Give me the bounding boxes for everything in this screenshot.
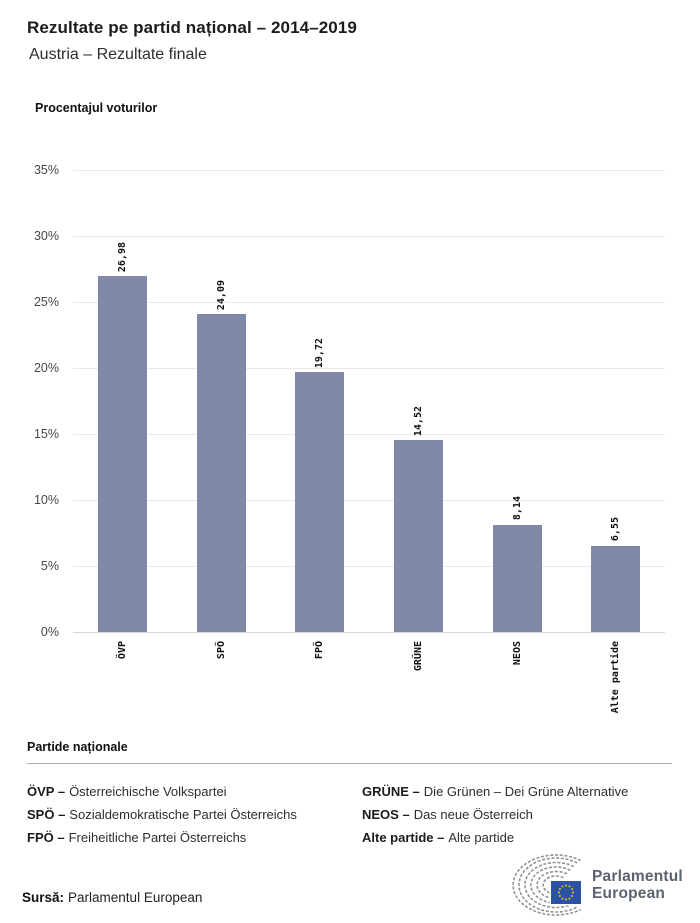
bar-value-label: 26,98: [116, 241, 128, 272]
page-title: Rezultate pe partid național – 2014–2019: [27, 18, 357, 37]
gridline: [73, 169, 665, 171]
bar-value-label: 6,55: [610, 517, 622, 542]
gridline: [73, 367, 665, 369]
party-name: Österreichische Volkspartei: [69, 784, 227, 799]
y-axis-tick-label: 35%: [33, 163, 59, 177]
ep-logo: Parlamentul European: [504, 851, 684, 917]
bar: [196, 314, 246, 632]
x-axis-label: FPÖ: [314, 641, 326, 660]
x-axis-label: GRÜNE: [412, 641, 424, 672]
party-abbr: SPÖ –: [27, 807, 66, 822]
bar: [295, 371, 345, 632]
party-abbr: GRÜNE –: [362, 784, 420, 799]
y-axis-tick-label: 25%: [33, 295, 59, 309]
x-axis-label: Alte partide: [610, 641, 622, 714]
party-name: Das neue Österreich: [413, 807, 533, 822]
bar-value-label: 14,52: [412, 406, 424, 437]
gridline: [73, 301, 665, 303]
legend-item: ÖVP – Österreichische Volkspartei: [27, 784, 362, 807]
y-axis-tick-label: 10%: [33, 493, 59, 507]
x-axis-label: NEOS: [511, 641, 523, 666]
party-abbr: ÖVP –: [27, 784, 66, 799]
party-legend: ÖVP – Österreichische Volkspartei SPÖ – So…: [27, 784, 672, 853]
bar: [492, 524, 542, 632]
bar-value-label: 24,09: [215, 279, 227, 311]
legend-item: Alte partide – Alte partide: [362, 830, 672, 853]
legend-item: SPÖ – Sozialdemokratische Partei Österrei…: [27, 807, 362, 830]
eu-flag-icon: [551, 881, 581, 904]
y-axis-tick-label: 5%: [40, 559, 59, 573]
logo-line-2: European: [592, 885, 666, 902]
party-name: Alte partide: [448, 830, 515, 845]
legend-item: FPÖ – Freiheitliche Partei Österreichs: [27, 830, 362, 853]
bar-chart: 0% 5% 10% 15% 20% 25% 30% 35% 26,98 ÖVP 24,09 SPÖ 19…: [34, 163, 665, 713]
bar: [393, 440, 443, 632]
gridline: [73, 433, 665, 435]
logo-line-1: Parlamentul: [592, 868, 683, 885]
eu-flag-stars: [558, 884, 574, 901]
source-text: Parlamentul European: [68, 890, 203, 905]
page-subtitle: Austria – Rezultate finale: [29, 46, 207, 63]
legend-item: NEOS – Das neue Österreich: [362, 807, 672, 830]
logo-text: Parlamentul European: [592, 868, 683, 902]
y-axis-tick-label: 30%: [33, 229, 59, 243]
gridline: [73, 565, 665, 567]
y-axis-tick-label: 0%: [40, 625, 59, 639]
legend-heading: Partide naționale: [27, 740, 128, 754]
legend-item: GRÜNE – Die Grünen – Dei Grüne Alternativ…: [362, 784, 672, 807]
party-name: Sozialdemokratische Partei Österreichs: [69, 807, 297, 822]
axis-baseline: [73, 631, 665, 633]
y-axis-tick-label: 15%: [33, 427, 59, 441]
party-abbr: NEOS –: [362, 807, 410, 822]
party-abbr: FPÖ –: [27, 830, 65, 845]
x-axis-label: SPÖ: [215, 641, 227, 660]
party-name: Die Grünen – Dei Grüne Alternative: [423, 784, 629, 799]
source-label: Sursă:: [22, 890, 65, 905]
legend-divider: [27, 763, 672, 764]
bar-value-label: 19,72: [314, 337, 326, 368]
gridline: [73, 235, 665, 237]
x-axis-label: ÖVP: [116, 641, 128, 660]
chart-title: Procentajul voturilor: [35, 101, 158, 115]
gridline: [73, 499, 665, 501]
party-name: Freiheitliche Partei Österreichs: [68, 830, 247, 845]
bar: [97, 275, 147, 632]
bar-value-label: 8,14: [511, 496, 523, 521]
hemicycle-icon: [512, 854, 583, 916]
source-line: Sursă: Parlamentul European: [22, 890, 202, 905]
y-axis-tick-label: 20%: [33, 361, 59, 375]
bar: [591, 545, 641, 632]
party-abbr: Alte partide –: [362, 830, 445, 845]
